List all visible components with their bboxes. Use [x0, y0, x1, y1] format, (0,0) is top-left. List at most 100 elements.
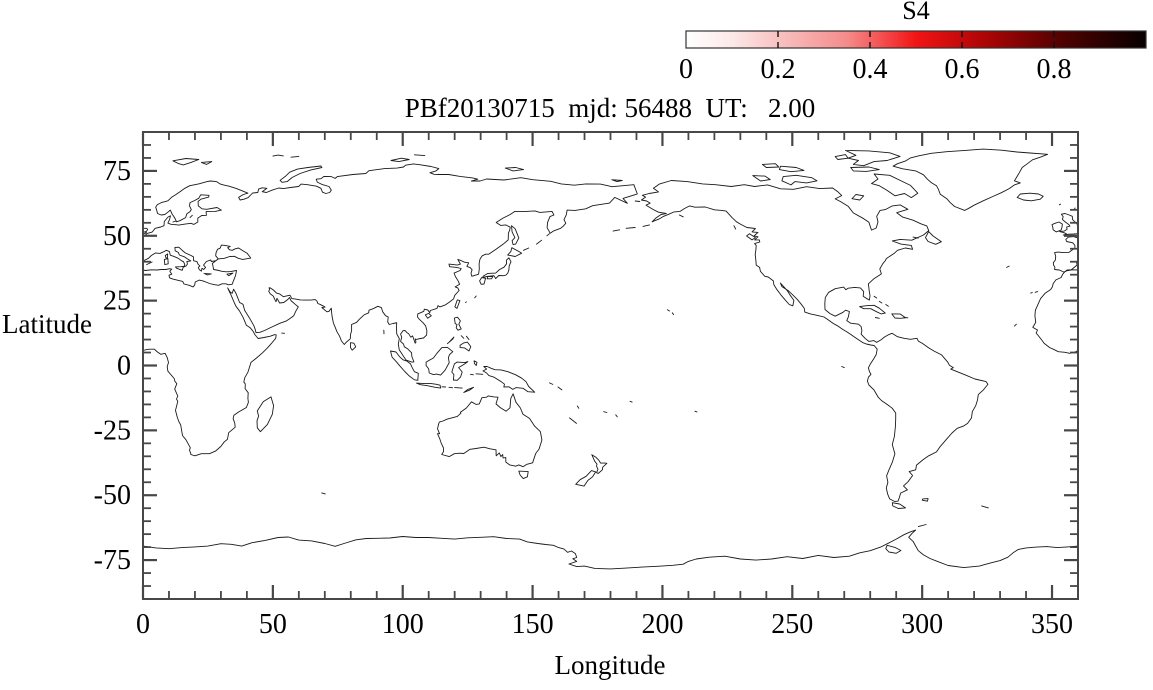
coastline	[982, 506, 989, 508]
y-tick-label: 25	[103, 286, 131, 317]
y-tick-label: 0	[117, 351, 131, 382]
coastline	[852, 195, 864, 201]
x-tick-label: 250	[771, 609, 813, 640]
coastline	[747, 234, 756, 240]
coastline	[613, 230, 620, 231]
coastline	[449, 387, 453, 388]
coastline	[879, 301, 882, 303]
coastline	[570, 418, 577, 424]
coastline	[926, 232, 942, 245]
coastline	[438, 394, 542, 467]
coastline	[417, 383, 441, 388]
coastline	[505, 168, 523, 171]
coastline	[892, 503, 905, 509]
x-tick-label: 150	[512, 609, 554, 640]
coastline	[753, 176, 770, 181]
colorbar-tick-label: 0	[679, 54, 693, 85]
coastline	[874, 296, 877, 298]
coastline	[476, 374, 483, 375]
coastline	[782, 175, 817, 185]
coastline	[273, 155, 283, 156]
coastline	[604, 412, 607, 413]
colorbar-tick-label: 0.6	[945, 54, 980, 85]
coastline	[227, 273, 233, 276]
coastline	[886, 305, 889, 307]
coastline	[918, 525, 926, 527]
coastline	[460, 342, 471, 351]
coastline	[512, 226, 519, 245]
coastline	[257, 397, 274, 432]
coastline	[616, 415, 618, 417]
coastline	[474, 361, 477, 366]
coastline	[762, 164, 778, 168]
coastline	[1035, 292, 1038, 293]
coastline	[537, 240, 542, 244]
plot-title: PBf20130715 mjd: 56488 UT: 2.00	[405, 93, 815, 123]
colorbar-tick-label: 0.8	[1037, 54, 1072, 85]
coastline	[1017, 193, 1043, 201]
coastline	[922, 499, 928, 502]
coastline	[143, 530, 1078, 569]
coastline	[875, 318, 879, 319]
coastline	[455, 300, 460, 309]
coastline	[487, 277, 493, 279]
coastline	[860, 305, 886, 314]
coastlines	[143, 149, 1078, 569]
coastline	[695, 411, 697, 412]
colorbar	[686, 31, 1146, 48]
coastline	[425, 313, 431, 318]
x-tick-label: 300	[901, 609, 943, 640]
coastline	[280, 166, 322, 182]
y-tick-label: 50	[103, 221, 131, 252]
coastline	[851, 167, 880, 171]
coastline	[835, 155, 848, 160]
coastline	[734, 226, 736, 229]
coastline	[461, 336, 464, 339]
colorbar-tick-label: 0.4	[853, 54, 888, 85]
coastline	[143, 245, 251, 287]
coastline	[626, 228, 635, 229]
colorbar-label: S4	[902, 0, 929, 25]
coastline	[630, 401, 632, 402]
coastline	[1007, 266, 1010, 267]
coastline	[454, 317, 461, 330]
x-axis-label: Longitude	[555, 650, 666, 680]
x-tick-label: 200	[641, 609, 683, 640]
coastline	[164, 259, 168, 265]
coastline	[466, 336, 469, 339]
coastline	[466, 302, 467, 303]
coastline	[414, 155, 424, 156]
coastline	[842, 367, 845, 368]
coastline	[779, 166, 804, 172]
coastline	[391, 351, 419, 380]
coastline	[612, 180, 622, 182]
coastline	[679, 215, 683, 217]
coastline	[204, 273, 211, 275]
coastline	[872, 174, 918, 198]
coastline	[577, 406, 579, 408]
coastline	[483, 367, 535, 393]
coastline	[426, 347, 453, 375]
coastline	[1033, 270, 1078, 354]
coastline	[480, 278, 486, 285]
coastline	[447, 337, 454, 344]
coastline	[846, 150, 901, 165]
y-tick-label: -25	[94, 415, 131, 446]
coastline	[464, 387, 474, 392]
coastline	[351, 343, 356, 351]
coastline	[1052, 222, 1062, 232]
coastline	[576, 471, 596, 487]
coastline	[143, 164, 637, 456]
coastline	[667, 310, 669, 311]
coastline	[524, 248, 529, 250]
coastline	[1014, 324, 1016, 326]
coastline	[322, 493, 326, 494]
coastline	[455, 388, 463, 389]
coastline	[190, 215, 192, 217]
coastline	[291, 156, 299, 157]
y-tick-label: -75	[94, 545, 131, 576]
coastline	[635, 201, 640, 202]
